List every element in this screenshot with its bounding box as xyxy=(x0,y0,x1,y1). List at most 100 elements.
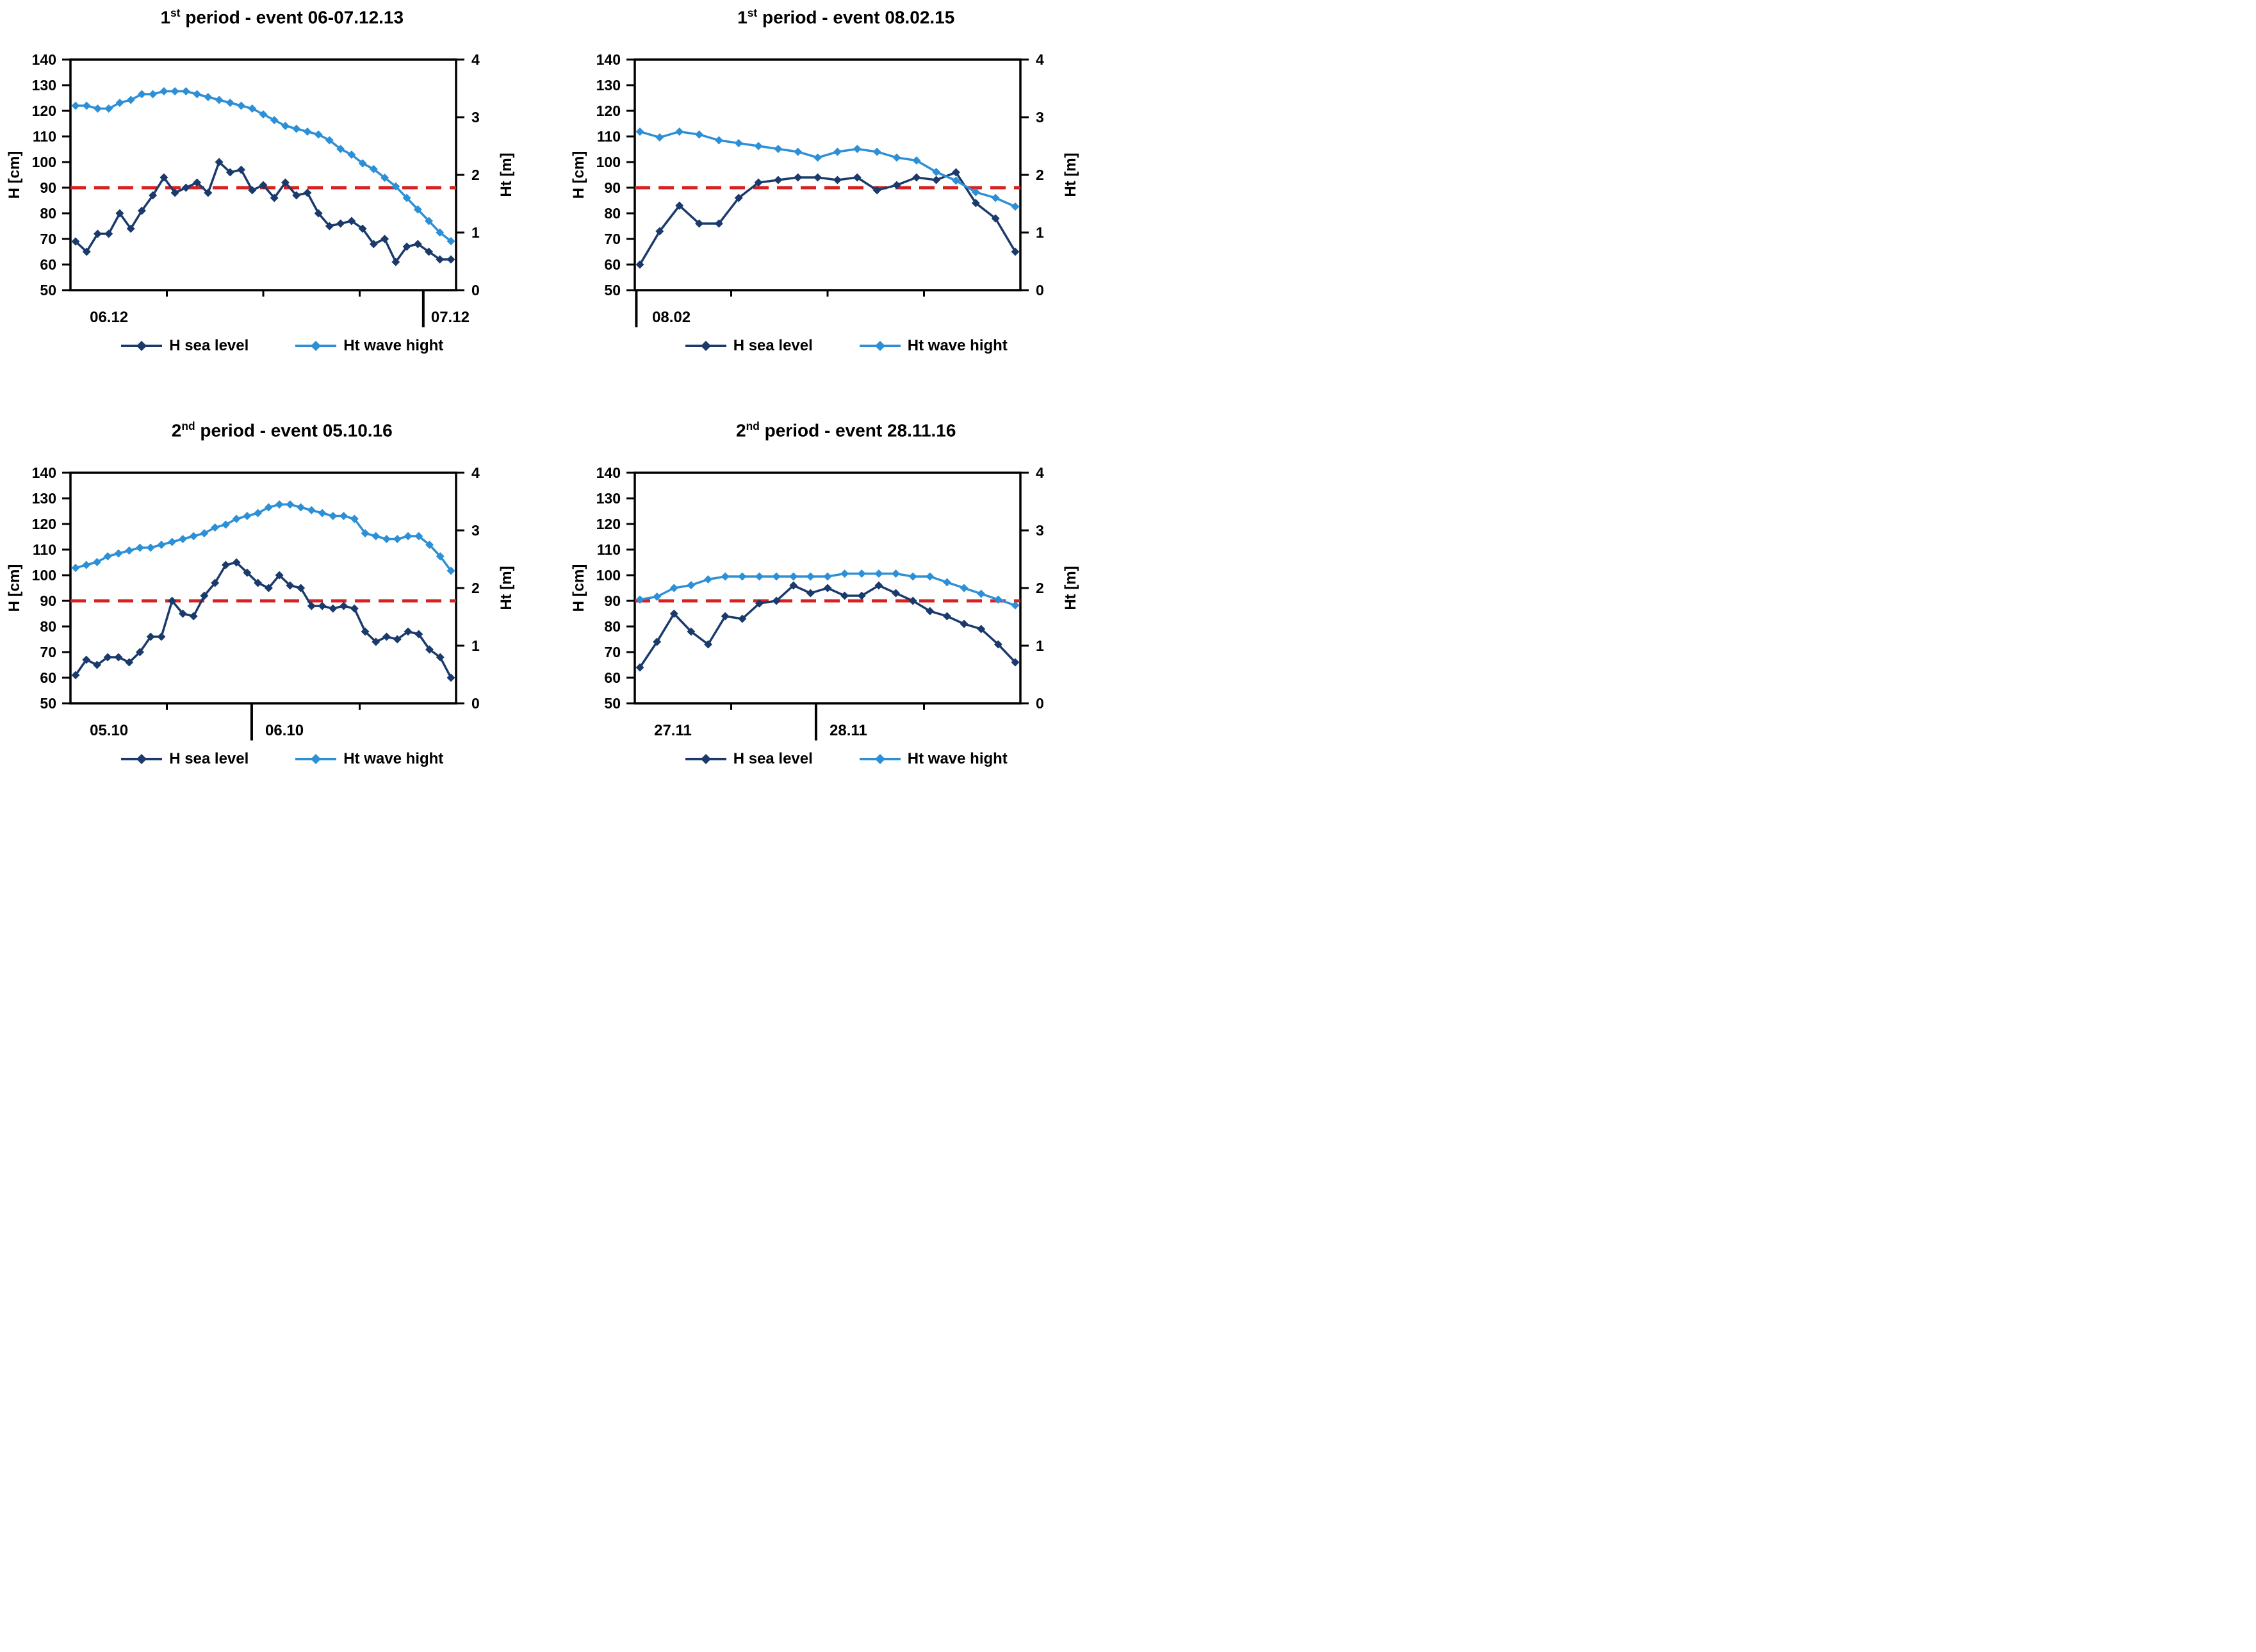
plot-area: 140 130 120 110 100 90 80 70 60 50 4 3 2 1 0 H [cm] Ht [… xyxy=(6,51,515,327)
chart-legend: H sea level Ht wave hight xyxy=(685,750,1008,768)
legend-label-sea-level: H sea level xyxy=(733,337,813,354)
chart-event-05-10-16: 2nd period - event 05.10.16 140 130 120 110… xyxy=(0,413,564,826)
right-axis-tick-label: 1 xyxy=(471,637,480,654)
chart-title: 1st period - event 08.02.15 xyxy=(737,6,954,31)
right-axis-tick-label: 4 xyxy=(1036,464,1044,481)
title-rest: period - event 05.10.16 xyxy=(195,420,393,441)
left-axis-tick-label: 120 xyxy=(32,102,56,119)
left-axis-tick-label: 50 xyxy=(604,282,621,299)
legend-label-wave-height: Ht wave hight xyxy=(907,750,1008,767)
sea-level-legend-marker-icon xyxy=(121,754,163,764)
x-axis-date-label: 28.11 xyxy=(830,722,867,739)
chart-canvas: 140 130 120 110 100 90 80 70 60 50 4 3 2 1 0 H [cm] Ht [… xyxy=(6,51,515,327)
title-superscript: st xyxy=(747,6,758,19)
right-axis-tick-label: 2 xyxy=(1036,167,1044,183)
left-axis-tick-label: 110 xyxy=(597,128,621,145)
chart-event-06-07-12-13: 1st period - event 06-07.12.13 140 130 120… xyxy=(0,0,564,413)
legend-diamond-icon xyxy=(311,754,322,764)
chart-legend: H sea level Ht wave hight xyxy=(120,750,443,768)
left-axis-title: H [cm] xyxy=(570,151,587,199)
plot-area: 140 130 120 110 100 90 80 70 60 50 4 3 2 1 0 H [cm] Ht [… xyxy=(570,51,1079,327)
chart-title: 2nd period - event 28.11.16 xyxy=(736,420,956,444)
legend-label-sea-level: H sea level xyxy=(169,337,249,354)
left-axis-tick-label: 120 xyxy=(32,516,56,532)
title-base: 1 xyxy=(737,7,748,28)
sea-level-line xyxy=(75,159,452,265)
left-axis-tick-label: 50 xyxy=(604,695,621,712)
sea-level-markers xyxy=(71,158,455,266)
legend-label-wave-height: Ht wave hight xyxy=(343,750,444,767)
right-axis-tick-label: 3 xyxy=(1036,522,1044,539)
left-axis-tick-label: 90 xyxy=(40,593,57,609)
wave-height-legend-marker-icon xyxy=(859,754,901,764)
chart-canvas: 140 130 120 110 100 90 80 70 60 50 4 3 2 1 0 H [cm] Ht [… xyxy=(570,464,1079,740)
left-axis-tick-label: 140 xyxy=(596,464,620,481)
left-axis-tick-label: 130 xyxy=(596,490,620,507)
title-rest: period - event 06-07.12.13 xyxy=(180,7,404,28)
right-axis-title: Ht [m] xyxy=(1062,566,1079,610)
x-axis-date-label: 05.10 xyxy=(90,722,128,739)
plot-area: 140 130 120 110 100 90 80 70 60 50 4 3 2 1 0 H [cm] Ht [… xyxy=(570,464,1079,740)
wave-height-line xyxy=(639,130,1016,208)
legend-label-wave-height: Ht wave hight xyxy=(907,337,1008,354)
left-axis-tick-label: 60 xyxy=(604,256,621,273)
left-axis-tick-label: 100 xyxy=(596,154,620,170)
legend-item-wave-height: Ht wave hight xyxy=(859,750,1008,768)
x-axis-date-label: 06.10 xyxy=(265,722,304,739)
x-axis-date-label: 07.12 xyxy=(431,309,470,326)
right-axis-tick-label: 0 xyxy=(1036,695,1044,712)
right-axis-tick-label: 4 xyxy=(471,464,480,481)
left-axis-tick-label: 60 xyxy=(40,256,57,273)
left-axis-tick-label: 140 xyxy=(32,51,56,68)
title-superscript: st xyxy=(170,6,181,19)
left-axis-tick-label: 130 xyxy=(596,77,620,94)
right-axis-title: Ht [m] xyxy=(498,152,515,197)
legend-label-sea-level: H sea level xyxy=(733,750,813,767)
right-axis-tick-label: 3 xyxy=(471,109,480,126)
chart-legend: H sea level Ht wave hight xyxy=(120,337,443,355)
sea-level-legend-marker-icon xyxy=(121,341,163,351)
right-axis-tick-label: 1 xyxy=(471,224,480,241)
title-base: 2 xyxy=(171,420,182,441)
left-axis-tick-label: 110 xyxy=(33,541,56,558)
left-axis-tick-label: 70 xyxy=(604,231,621,247)
wave-height-markers xyxy=(635,127,1020,211)
legend-item-wave-height: Ht wave hight xyxy=(859,337,1008,355)
left-axis-tick-label: 80 xyxy=(40,205,57,222)
left-axis-tick-label: 90 xyxy=(604,179,621,196)
wave-height-legend-marker-icon xyxy=(859,341,901,351)
left-axis-tick-label: 70 xyxy=(40,231,57,247)
plot-frame xyxy=(69,58,457,291)
left-axis-tick-label: 130 xyxy=(32,77,56,94)
legend-diamond-icon xyxy=(311,341,322,351)
legend-diamond-icon xyxy=(136,754,147,764)
left-axis-tick-label: 100 xyxy=(32,154,56,170)
legend-item-sea-level: H sea level xyxy=(120,337,249,355)
legend-item-sea-level: H sea level xyxy=(685,337,813,355)
left-axis-tick-label: 100 xyxy=(32,567,56,584)
title-superscript: nd xyxy=(746,420,760,432)
legend-diamond-icon xyxy=(874,341,885,351)
left-axis-tick-label: 70 xyxy=(40,644,57,660)
right-axis-title: Ht [m] xyxy=(1062,152,1079,197)
legend-diamond-icon xyxy=(136,341,147,351)
left-axis-tick-label: 50 xyxy=(40,695,57,712)
sea-level-line xyxy=(74,561,452,678)
sea-level-legend-marker-icon xyxy=(685,754,726,764)
left-axis-title: H [cm] xyxy=(570,564,587,612)
left-axis-tick-label: 90 xyxy=(604,593,621,609)
chart-event-28-11-16: 2nd period - event 28.11.16 140 130 120 110… xyxy=(564,413,1129,826)
right-axis-tick-label: 1 xyxy=(1036,224,1044,241)
left-axis-tick-label: 120 xyxy=(596,102,620,119)
left-axis-tick-label: 90 xyxy=(40,179,57,196)
title-base: 1 xyxy=(160,7,171,28)
title-base: 2 xyxy=(736,420,746,441)
title-superscript: nd xyxy=(181,420,195,432)
sea-level-markers xyxy=(71,558,455,682)
chart-legend: H sea level Ht wave hight xyxy=(685,337,1008,355)
wave-height-legend-marker-icon xyxy=(295,754,337,764)
wave-height-legend-marker-icon xyxy=(295,341,337,351)
legend-diamond-icon xyxy=(700,341,711,351)
legend-label-sea-level: H sea level xyxy=(169,750,249,767)
left-axis-tick-label: 120 xyxy=(596,516,620,532)
